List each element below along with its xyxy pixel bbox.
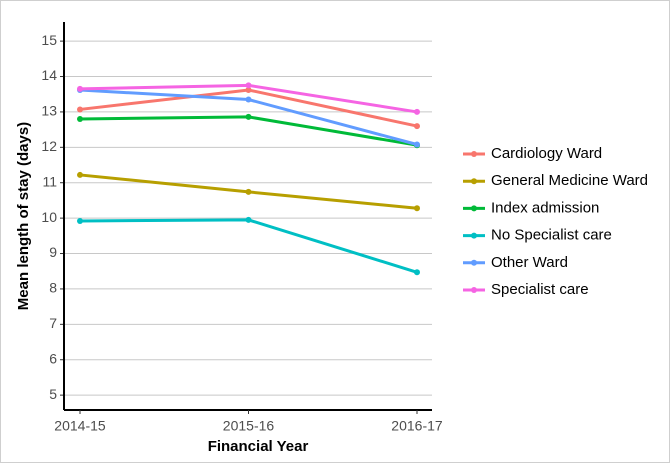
legend-swatch-point — [471, 178, 477, 185]
legend-swatch-point — [471, 259, 477, 266]
y-tick-label: 8 — [49, 280, 57, 296]
data-point — [77, 106, 83, 113]
legend-label: Cardiology Ward — [491, 145, 602, 162]
x-axis-title: Financial Year — [208, 438, 309, 455]
data-point — [77, 116, 83, 122]
legend-label: General Medicine Ward — [491, 172, 648, 189]
data-point — [414, 108, 420, 115]
y-tick-label: 13 — [41, 103, 57, 119]
y-tick-label: 6 — [49, 350, 57, 366]
data-point — [245, 82, 252, 89]
legend-label: Specialist care — [491, 281, 589, 298]
y-tick-label: 15 — [41, 32, 57, 48]
data-point — [77, 85, 83, 92]
legend-swatch-point — [471, 287, 477, 293]
data-point — [245, 216, 252, 223]
y-tick-label: 12 — [41, 138, 57, 154]
x-tick-label: 2014-15 — [54, 418, 106, 434]
data-point — [77, 171, 83, 178]
data-point — [245, 86, 252, 93]
data-point — [414, 141, 420, 148]
data-point — [245, 188, 252, 195]
y-tick-label: 11 — [42, 173, 57, 189]
y-tick-label: 14 — [41, 67, 57, 83]
data-point — [77, 217, 83, 224]
legend-swatch-point — [471, 205, 477, 212]
data-point — [245, 96, 252, 103]
legend-label: Other Ward — [491, 254, 568, 271]
data-point — [414, 123, 420, 130]
y-axis-title: Mean length of stay (days) — [15, 122, 32, 310]
y-tick-label: 5 — [49, 386, 57, 402]
y-tick-label: 9 — [49, 244, 57, 260]
legend-label: No Specialist care — [491, 227, 612, 244]
y-tick-label: 7 — [49, 315, 57, 331]
data-point — [414, 205, 420, 212]
y-tick-label: 10 — [41, 209, 57, 225]
x-tick-label: 2016-17 — [391, 418, 443, 434]
legend-swatch-point — [471, 232, 477, 239]
legend-swatch-point — [471, 151, 477, 157]
legend-label: Index admission — [491, 199, 599, 216]
x-tick-label: 2015-16 — [223, 418, 275, 434]
data-point — [414, 269, 420, 276]
data-point — [245, 113, 252, 120]
